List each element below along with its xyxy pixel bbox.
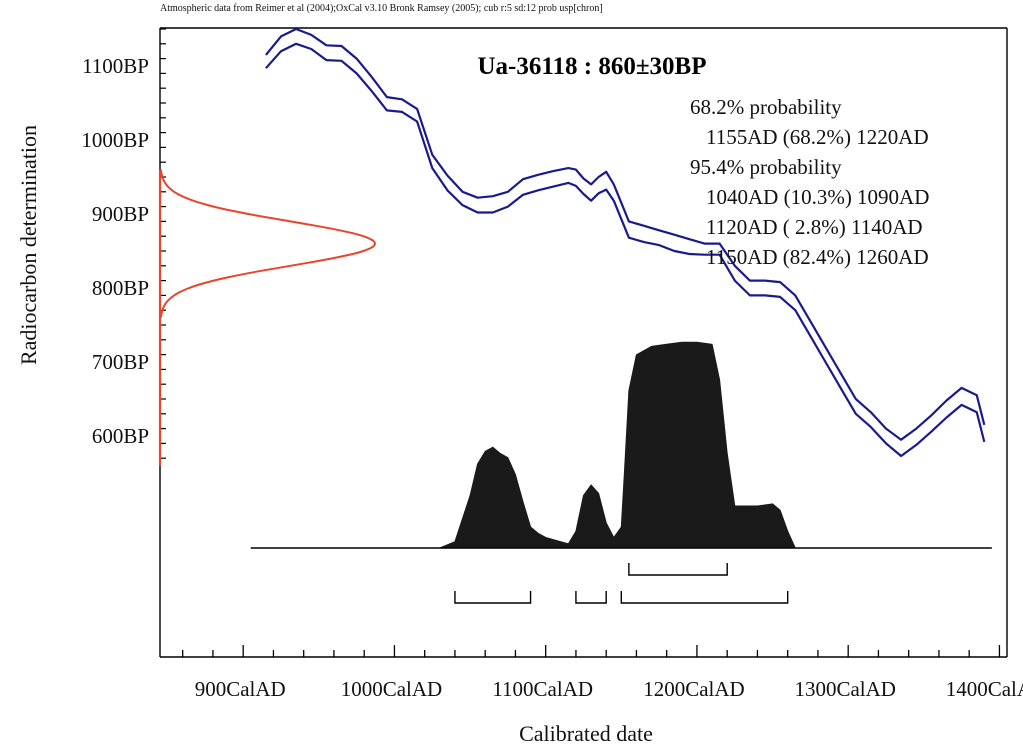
x-ticks [182,645,1001,657]
sample-distribution [158,169,377,466]
x-axis-label: Calibrated date [519,721,653,746]
sigma1-range: 1155AD (68.2%) 1220AD [706,125,929,149]
calibrated-distribution [439,341,797,549]
sample-curve-line [159,169,377,318]
x-tick-label: 900CalAD [195,677,286,701]
sigma2-label: 95.4% probability [690,155,842,179]
range-brackets [454,563,789,604]
y-tick-label: 600BP [92,424,149,448]
y-tick-labels: 1100BP 1000BP 900BP 800BP 700BP 600BP [81,54,149,448]
sigma2-range: 1150AD (82.4%) 1260AD [706,245,929,269]
x-tick-label: 1200CalAD [643,677,745,701]
x-tick-label: 1300CalAD [794,677,896,701]
x-tick-label: 1400CalAD [946,677,1023,701]
curve-lower [265,42,986,458]
y-tick-label: 700BP [92,350,149,374]
sigma2-range: 1120AD ( 2.8%) 1140AD [706,215,923,239]
range-1sigma-bracket [628,563,728,576]
chart-title: Ua-36118 : 860±30BP [477,53,707,80]
y-tick-label: 1000BP [81,128,149,152]
y-tick-label: 900BP [92,202,149,226]
curve-upper [265,27,986,441]
calibration-curve [265,27,986,458]
x-tick-label: 1100CalAD [492,677,593,701]
range-2sigma-bracket [575,591,607,604]
x-tick-labels: 900CalAD 1000CalAD 1100CalAD 1200CalAD 1300C… [195,677,1023,701]
distribution-area [439,341,797,549]
range-2sigma-bracket [454,591,532,604]
y-tick-label: 1100BP [82,54,149,78]
header-note: Atmospheric data from Reimer et al (2004… [160,3,603,14]
y-axis-label: Radiocarbon determination [16,124,41,366]
x-tick-label: 1000CalAD [341,677,443,701]
sigma1-label: 68.2% probability [690,95,842,119]
sigma2-range: 1040AD (10.3%) 1090AD [706,185,930,209]
range-2sigma-bracket [620,591,789,604]
y-tick-label: 800BP [92,276,149,300]
probability-ranges: 68.2% probability 1155AD (68.2%) 1220AD … [690,92,929,272]
